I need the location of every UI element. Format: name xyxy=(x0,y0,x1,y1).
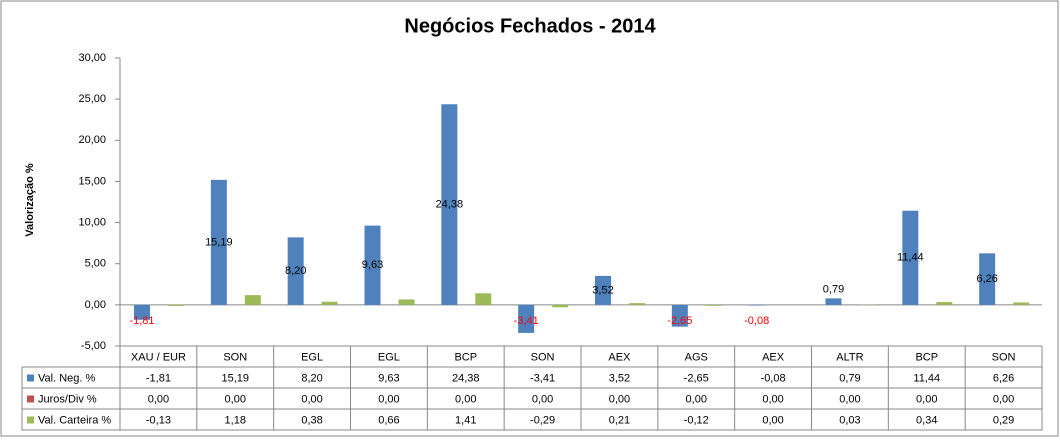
data-label: 11,44 xyxy=(897,252,924,264)
y-tick-label: 0,00 xyxy=(85,299,106,311)
table-value: 8,20 xyxy=(301,372,322,384)
table-value: -3,41 xyxy=(530,372,555,384)
y-tick-label: -5,00 xyxy=(81,340,106,352)
category-label: XAU / EUR xyxy=(131,351,186,363)
legend-label: Val. Carteira % xyxy=(38,414,111,426)
table-value: 0,00 xyxy=(686,393,707,405)
table-value: 1,18 xyxy=(225,414,246,426)
table-value: 0,00 xyxy=(148,393,169,405)
y-tick-label: 5,00 xyxy=(85,258,106,270)
data-label: 0,79 xyxy=(823,283,844,295)
table-value: 0,00 xyxy=(762,393,783,405)
data-label: -0,08 xyxy=(744,315,769,327)
table-value: -2,65 xyxy=(684,372,709,384)
data-label: -2,65 xyxy=(667,315,692,327)
chart-title: Negócios Fechados - 2014 xyxy=(404,15,656,37)
chart-border xyxy=(1,1,1058,436)
data-label: 8,20 xyxy=(285,265,306,277)
y-tick-label: 10,00 xyxy=(78,216,106,228)
bar xyxy=(552,305,568,307)
table-value: 9,63 xyxy=(378,372,399,384)
table-value: -1,81 xyxy=(146,372,171,384)
category-label: EGL xyxy=(378,351,400,363)
table-value: 0,00 xyxy=(993,393,1014,405)
data-label: -3,41 xyxy=(514,315,539,327)
bar xyxy=(475,293,491,305)
table-value: 0,00 xyxy=(532,393,553,405)
y-axis-label: Valorização % xyxy=(24,163,36,237)
table-value: -0,13 xyxy=(146,414,171,426)
y-tick-label: 25,00 xyxy=(78,93,106,105)
table-value: 0,38 xyxy=(301,414,322,426)
table-value: 0,00 xyxy=(225,393,246,405)
data-label: 6,26 xyxy=(976,273,997,285)
table-value: 0,79 xyxy=(839,372,860,384)
category-label: BCP xyxy=(454,351,477,363)
bar xyxy=(1013,302,1029,304)
bar xyxy=(322,302,338,305)
table-value: 0,00 xyxy=(762,414,783,426)
bar xyxy=(245,295,261,305)
table-value: 11,44 xyxy=(913,372,940,384)
bar xyxy=(706,305,722,306)
category-label: AEX xyxy=(608,351,631,363)
category-label: SON xyxy=(531,351,555,363)
data-label: -1,81 xyxy=(129,315,154,327)
table-value: -0,08 xyxy=(761,372,786,384)
table-value: 0,00 xyxy=(839,393,860,405)
table-value: 0,00 xyxy=(609,393,630,405)
data-label: 15,19 xyxy=(205,236,233,248)
y-tick-label: 20,00 xyxy=(78,134,106,146)
legend-label: Val. Neg. % xyxy=(38,372,95,384)
table-value: 6,26 xyxy=(993,372,1014,384)
y-tick-label: 30,00 xyxy=(78,52,106,64)
table-value: 0,00 xyxy=(301,393,322,405)
table-value: 0,03 xyxy=(839,414,860,426)
category-label: AEX xyxy=(762,351,785,363)
bar xyxy=(826,298,842,305)
bar xyxy=(629,303,645,305)
category-label: SON xyxy=(992,351,1016,363)
legend-label: Juros/Div % xyxy=(38,393,97,405)
table-value: 1,41 xyxy=(455,414,476,426)
table-value: 0,21 xyxy=(609,414,630,426)
legend-key xyxy=(27,417,34,424)
data-label: 3,52 xyxy=(592,284,613,296)
table-value: 0,00 xyxy=(916,393,937,405)
category-label: SON xyxy=(223,351,247,363)
category-label: EGL xyxy=(301,351,323,363)
category-label: ALTR xyxy=(836,351,863,363)
category-label: AGS xyxy=(685,351,708,363)
category-label: BCP xyxy=(915,351,938,363)
data-label: 24,38 xyxy=(436,198,464,210)
legend-key xyxy=(27,396,34,403)
data-label: 9,63 xyxy=(362,259,383,271)
table-value: -0,12 xyxy=(684,414,709,426)
bar xyxy=(749,305,765,306)
bar xyxy=(399,299,415,304)
bar xyxy=(936,302,952,305)
table-value: 15,19 xyxy=(221,372,249,384)
table-value: -0,29 xyxy=(530,414,555,426)
legend-key xyxy=(27,375,34,382)
y-tick-label: 15,00 xyxy=(78,175,106,187)
table-value: 0,29 xyxy=(993,414,1014,426)
table-value: 0,34 xyxy=(916,414,937,426)
table-value: 24,38 xyxy=(452,372,480,384)
bar xyxy=(168,305,184,306)
table-value: 0,00 xyxy=(378,393,399,405)
table-value: 0,66 xyxy=(378,414,399,426)
table-value: 0,00 xyxy=(455,393,476,405)
table-value: 3,52 xyxy=(609,372,630,384)
